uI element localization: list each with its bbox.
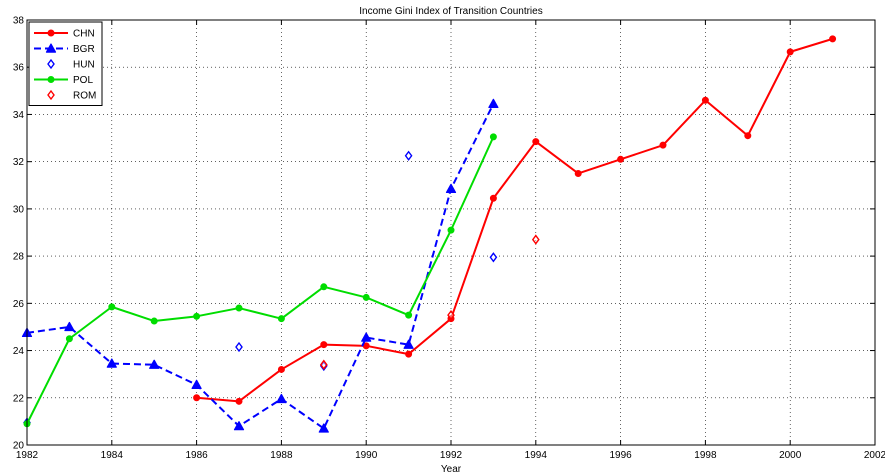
- data-point-chn: [786, 48, 794, 56]
- data-point-bgr: [318, 423, 329, 433]
- legend-item-rom: ROM: [47, 89, 96, 102]
- data-point-chn: [235, 397, 243, 405]
- x-tick-label: 1996: [609, 450, 632, 461]
- data-point-chn: [574, 169, 582, 177]
- x-axis-label: Year: [441, 464, 462, 475]
- legend-item-bgr: BGR: [34, 43, 95, 55]
- x-tick-label: 1984: [101, 450, 124, 461]
- x-tick-label: 1998: [694, 450, 717, 461]
- series-pol: [23, 133, 497, 428]
- series-line-bgr: [26, 103, 495, 430]
- legend-marker: [47, 76, 55, 83]
- data-point-pol: [65, 335, 73, 343]
- data-point-chn: [193, 394, 201, 402]
- data-point-bgr: [191, 379, 202, 389]
- series-line-pol: [26, 136, 495, 425]
- data-point-hun: [319, 360, 328, 372]
- y-tick-label: 38: [13, 16, 25, 27]
- data-point-chn: [489, 194, 497, 202]
- y-tick-label: 24: [13, 346, 25, 357]
- data-point-pol: [447, 226, 455, 234]
- data-point-bgr: [361, 332, 372, 342]
- data-point-pol: [405, 311, 413, 319]
- y-tick-label: 32: [13, 157, 25, 168]
- legend-label: CHN: [73, 29, 95, 40]
- data-point-pol: [108, 303, 116, 311]
- data-point-chn: [659, 141, 667, 149]
- legend-item-chn: CHN: [34, 29, 95, 40]
- legend-marker: [45, 43, 57, 53]
- x-tick-label: 2002: [864, 450, 885, 461]
- legend-label: BGR: [73, 44, 95, 55]
- data-point-bgr: [149, 359, 160, 369]
- data-point-hun: [235, 341, 243, 353]
- data-point-chn: [701, 96, 709, 104]
- x-tick-label: 1990: [355, 450, 378, 461]
- data-point-chn: [617, 155, 625, 163]
- y-tick-label: 28: [13, 252, 25, 263]
- y-tick-label: 20: [13, 441, 25, 452]
- data-point-bgr: [64, 321, 75, 332]
- legend-marker: [47, 58, 55, 70]
- data-point-bgr: [403, 339, 414, 349]
- data-point-pol: [193, 312, 201, 320]
- data-point-bgr: [106, 358, 117, 368]
- data-point-chn: [829, 35, 837, 43]
- data-point-pol: [320, 283, 328, 291]
- data-point-chn: [320, 341, 328, 349]
- data-point-hun: [404, 150, 413, 161]
- ticks: 1982 1984 1986 1988 1990 1992 1994 1996 1998 2000…: [13, 16, 885, 462]
- y-tick-label: 34: [13, 110, 25, 121]
- data-point-pol: [150, 317, 158, 325]
- legend: CHN BGR HUN POL ROM: [28, 21, 103, 106]
- x-tick-label: 1986: [185, 450, 208, 461]
- data-point-rom: [531, 234, 540, 245]
- legend-item-pol: POL: [34, 75, 93, 86]
- y-tick-label: 36: [13, 63, 25, 74]
- data-point-chn: [277, 365, 285, 373]
- series-layer: [21, 35, 837, 433]
- data-point-bgr: [233, 421, 245, 431]
- y-tick-label: 26: [13, 299, 25, 310]
- data-point-pol: [277, 315, 285, 323]
- x-tick-label: 2000: [779, 450, 802, 461]
- y-tick-label: 22: [13, 393, 25, 404]
- legend-box: [28, 21, 103, 106]
- data-point-hun: [489, 252, 498, 263]
- data-point-pol: [362, 293, 370, 301]
- data-point-chn: [405, 350, 413, 358]
- series-line-chn: [196, 37, 833, 403]
- legend-item-hun: HUN: [47, 58, 95, 71]
- legend-marker: [47, 29, 55, 37]
- legend-label: POL: [73, 75, 93, 86]
- series-rom: [319, 234, 540, 370]
- data-point-bgr: [488, 98, 499, 109]
- series-bgr: [21, 98, 499, 433]
- x-tick-label: 1992: [440, 450, 463, 461]
- data-point-rom: [319, 359, 328, 370]
- legend-marker: [47, 89, 55, 101]
- data-point-bgr: [445, 183, 457, 194]
- data-point-chn: [744, 132, 752, 140]
- data-point-chn: [532, 138, 540, 146]
- x-tick-label: 1994: [525, 450, 548, 461]
- x-tick-label: 1988: [270, 450, 293, 461]
- series-chn: [193, 35, 837, 405]
- data-point-bgr: [276, 393, 287, 404]
- legend-label: ROM: [73, 91, 96, 102]
- x-tick-label: 1982: [16, 450, 39, 461]
- data-point-rom: [447, 309, 455, 321]
- data-point-pol: [489, 133, 497, 141]
- y-tick-label: 30: [13, 204, 25, 215]
- legend-label: HUN: [73, 60, 95, 71]
- chart-title: Income Gini Index of Transition Countrie…: [359, 6, 542, 17]
- data-point-pol: [235, 304, 243, 312]
